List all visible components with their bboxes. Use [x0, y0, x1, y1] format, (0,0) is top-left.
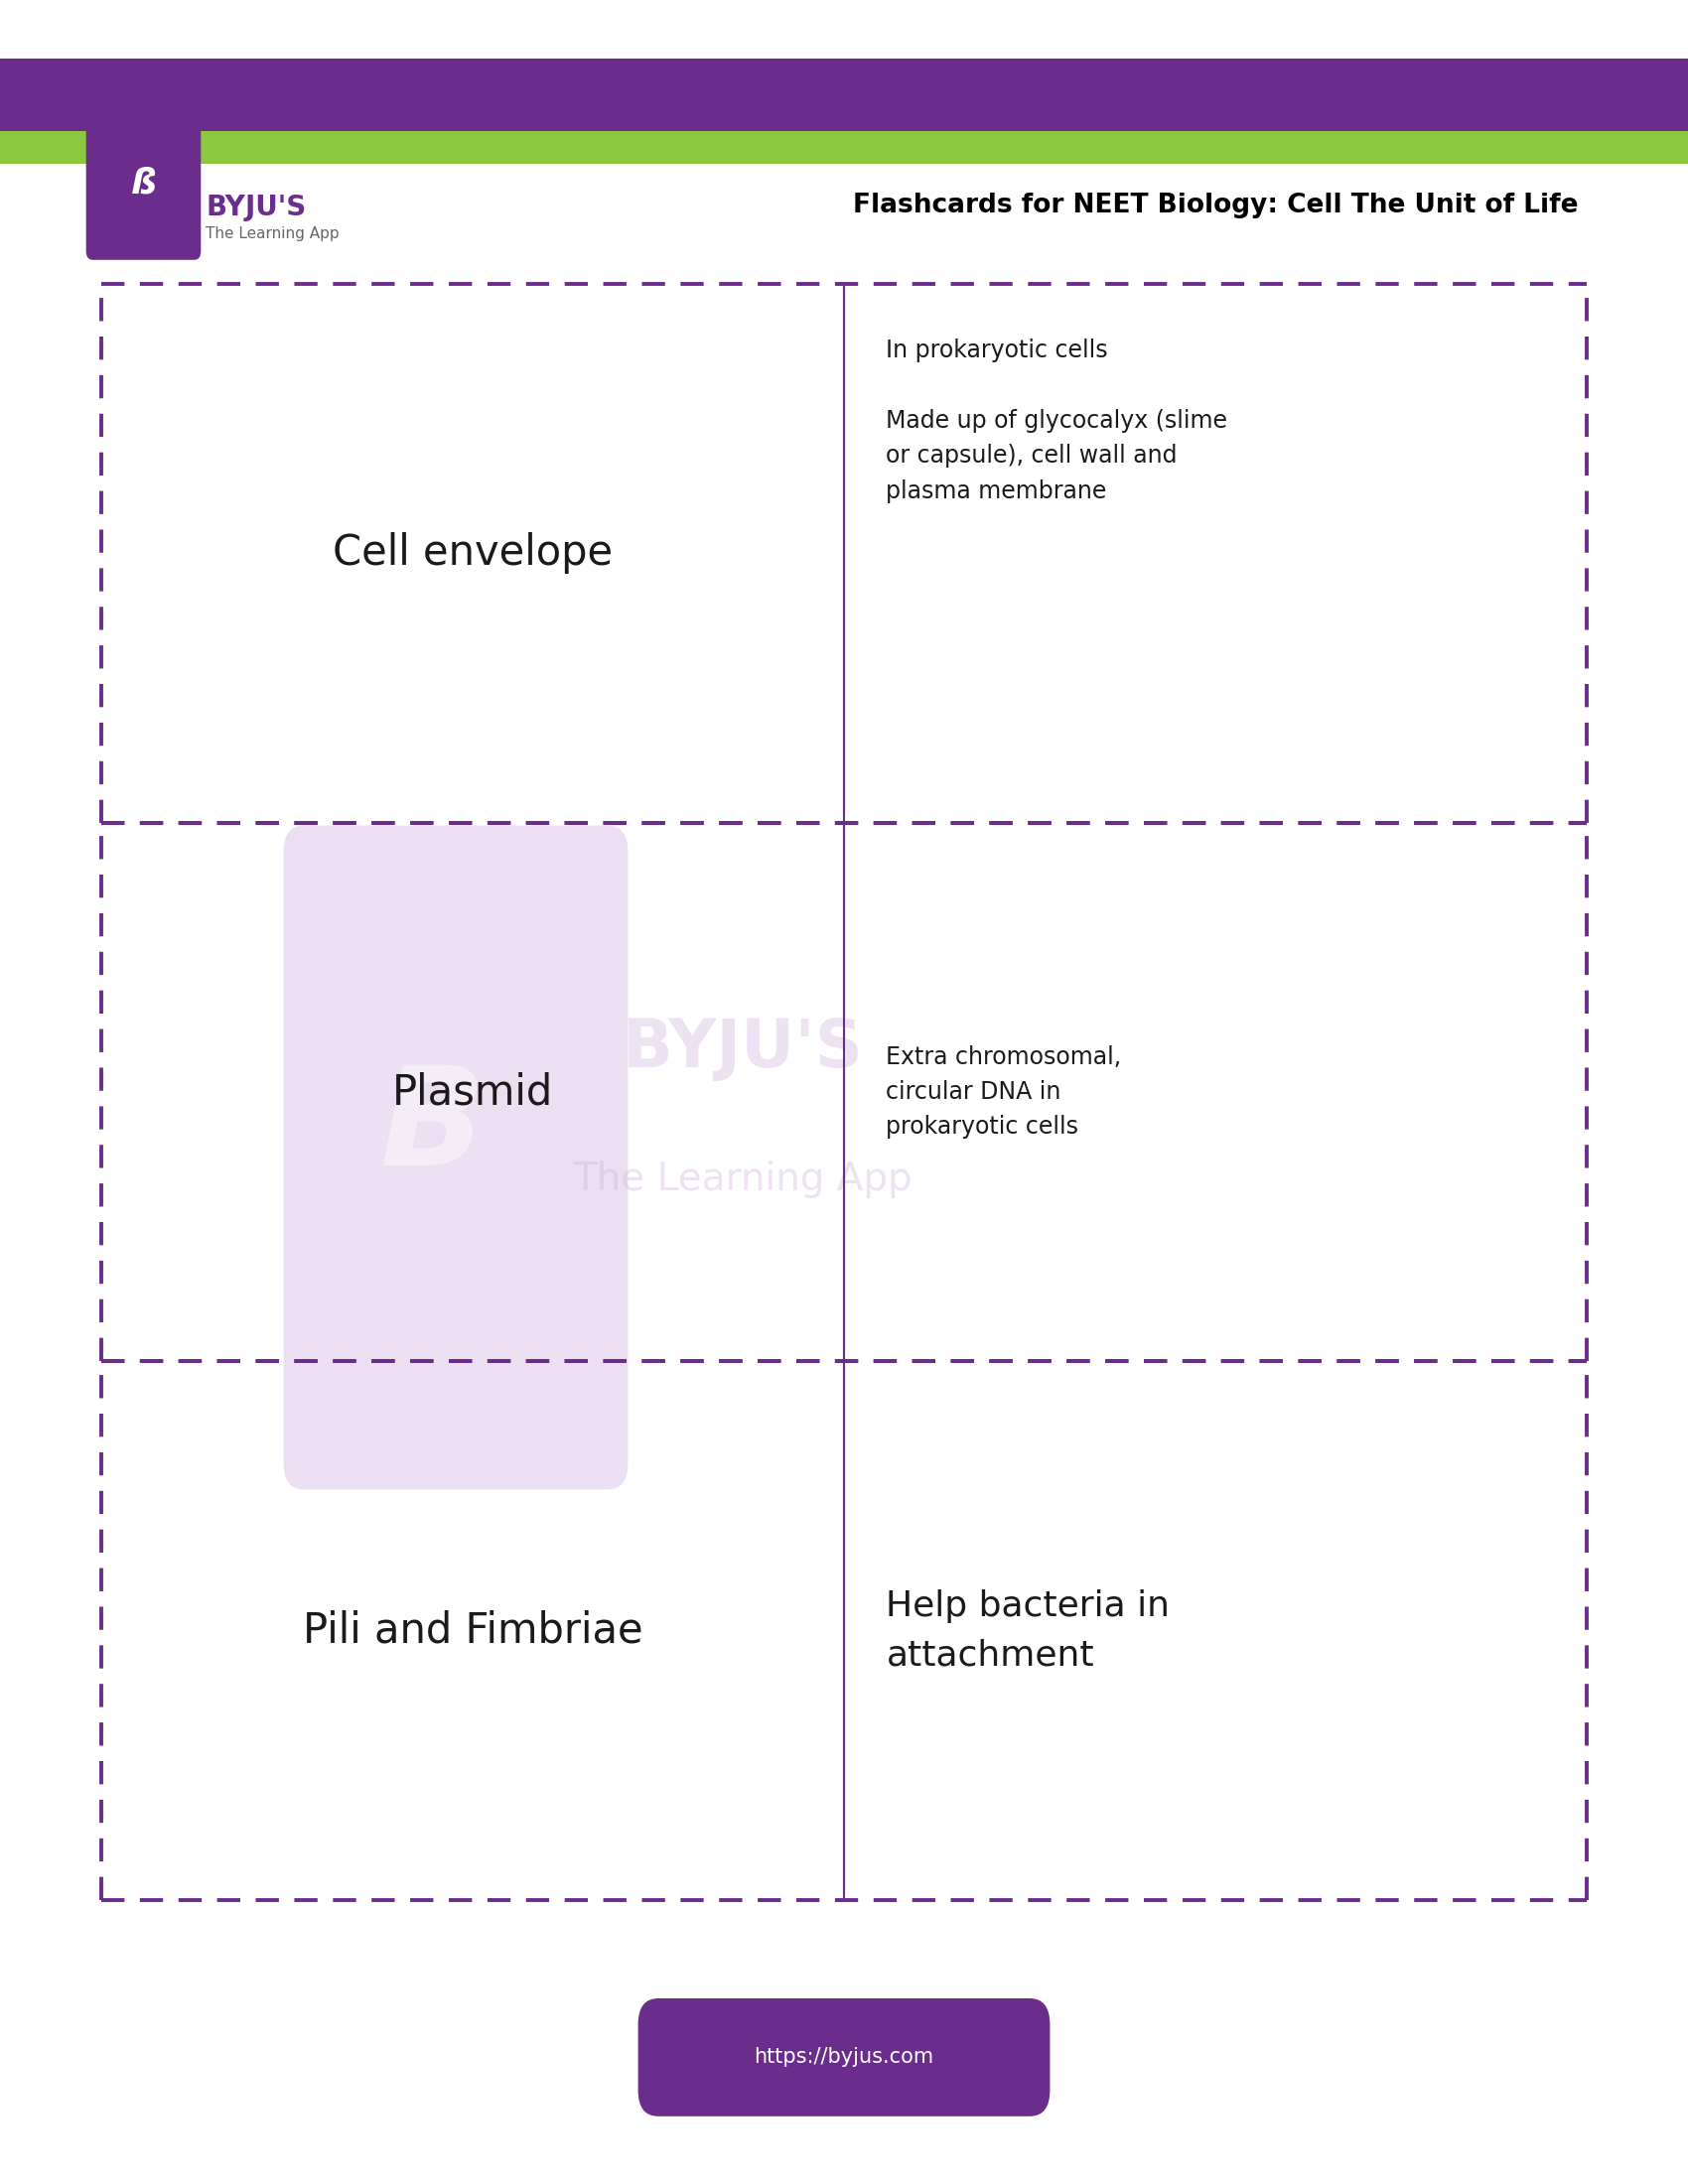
- Text: The Learning App: The Learning App: [574, 1160, 912, 1199]
- Text: Cell envelope: Cell envelope: [333, 533, 613, 574]
- Bar: [0, 131, 1688, 164]
- Text: Help bacteria in
attachment: Help bacteria in attachment: [886, 1590, 1170, 1673]
- Text: https://byjus.com: https://byjus.com: [755, 2046, 933, 2068]
- Text: Extra chromosomal,
circular DNA in
prokaryotic cells: Extra chromosomal, circular DNA in proka…: [886, 1044, 1121, 1140]
- Text: B: B: [378, 1059, 484, 1195]
- Text: Pili and Fimbriae: Pili and Fimbriae: [302, 1610, 643, 1651]
- Bar: [0, 59, 1688, 131]
- Text: BYJU'S: BYJU'S: [623, 1016, 863, 1081]
- Text: Plasmid: Plasmid: [392, 1070, 554, 1114]
- Text: ß: ß: [130, 166, 157, 201]
- Text: In prokaryotic cells

Made up of glycocalyx (slime
or capsule), cell wall and
pl: In prokaryotic cells Made up of glycocal…: [886, 339, 1227, 502]
- Text: BYJU'S: BYJU'S: [206, 194, 307, 221]
- Text: The Learning App: The Learning App: [206, 227, 339, 240]
- FancyBboxPatch shape: [86, 111, 201, 260]
- FancyBboxPatch shape: [638, 1998, 1050, 2116]
- Text: Flashcards for NEET Biology: Cell The Unit of Life: Flashcards for NEET Biology: Cell The Un…: [852, 192, 1578, 218]
- FancyBboxPatch shape: [284, 826, 628, 1489]
